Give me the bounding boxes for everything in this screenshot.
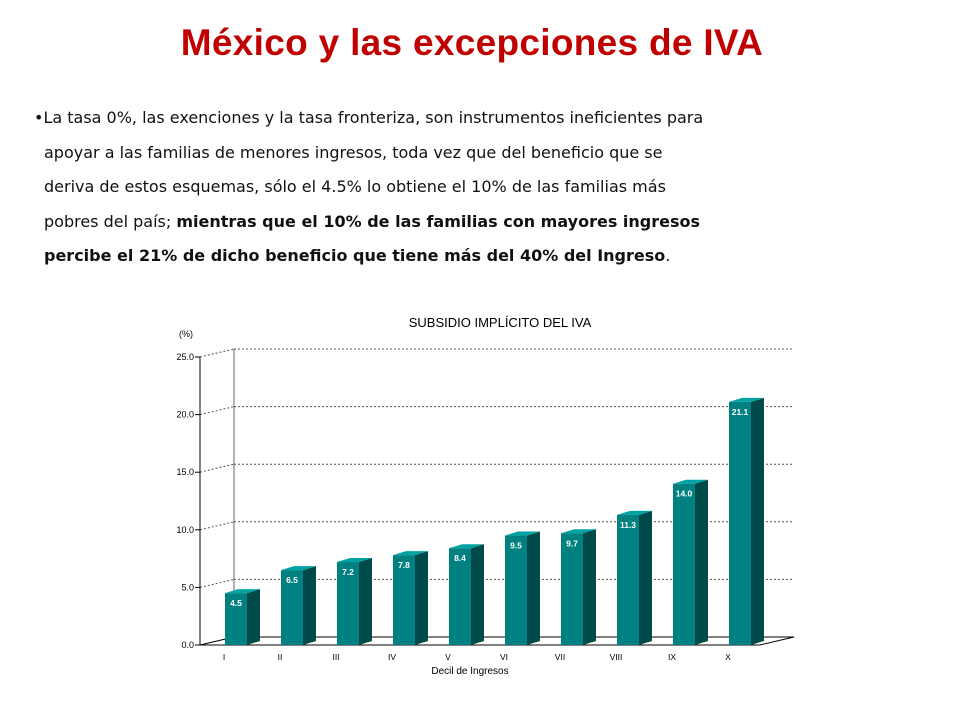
bar-front bbox=[617, 514, 639, 645]
bar-value-label: 11.3 bbox=[620, 520, 636, 530]
bar-I: 4.5 bbox=[225, 589, 260, 645]
bar-front bbox=[393, 555, 415, 645]
bullet-emphasis-1: mientras que el 10% de las familias con … bbox=[176, 211, 701, 231]
bar-top bbox=[729, 397, 764, 402]
bar-top bbox=[225, 589, 260, 594]
bullet-line-3: deriva de estos esquemas, sólo el 4.5% l… bbox=[44, 177, 666, 196]
bar-top bbox=[393, 551, 428, 556]
ticks-layer: 0.05.010.015.020.025.0I II III IV V VI VII VIII… bbox=[176, 352, 731, 662]
x-tick-label: I bbox=[223, 652, 225, 662]
bar-top bbox=[281, 566, 316, 571]
gridline-slant bbox=[199, 521, 235, 531]
x-tick-label: VIII bbox=[610, 652, 623, 662]
bar-side bbox=[751, 397, 764, 645]
bar-IX: 14.0 bbox=[673, 479, 708, 645]
gridline-slant bbox=[199, 348, 235, 358]
bar-value-label: 9.7 bbox=[566, 538, 578, 548]
bullet-line-5: percibe el 21% de dicho beneficio que ti… bbox=[44, 246, 671, 265]
y-tick-label: 20.0 bbox=[176, 410, 194, 420]
bar-VIII: 11.3 bbox=[617, 510, 652, 645]
y-tick-label: 5.0 bbox=[181, 582, 194, 592]
bar-front bbox=[729, 401, 751, 645]
bar-side bbox=[247, 589, 260, 645]
y-tick-label: 10.0 bbox=[176, 525, 194, 535]
bar-top bbox=[561, 529, 596, 534]
bar-front bbox=[449, 548, 471, 645]
bar-value-label: 6.5 bbox=[286, 575, 298, 585]
chart-title: SUBSIDIO IMPLÍCITO DEL IVA bbox=[409, 315, 592, 330]
bar-III: 7.2 bbox=[337, 558, 372, 645]
bullet-line-4: pobres del país; mientras que el 10% de … bbox=[44, 211, 701, 231]
bar-side bbox=[639, 510, 652, 645]
x-tick-label: IX bbox=[668, 652, 676, 662]
bar-front bbox=[673, 483, 695, 645]
bar-top bbox=[617, 510, 652, 515]
bar-value-label: 8.4 bbox=[454, 553, 466, 563]
bullet-emphasis-2: percibe el 21% de dicho beneficio que ti… bbox=[44, 246, 666, 265]
bar-value-label: 7.8 bbox=[398, 560, 410, 570]
y-tick-label: 0.0 bbox=[181, 640, 194, 650]
bar-value-label: 14.0 bbox=[676, 489, 693, 499]
x-tick-label: V bbox=[445, 652, 451, 662]
x-tick-label: VII bbox=[555, 652, 565, 662]
gridline-slant bbox=[199, 406, 235, 416]
bar-IV: 7.8 bbox=[393, 551, 428, 645]
bar-value-label: 21.1 bbox=[732, 407, 749, 417]
bar-side bbox=[303, 566, 316, 645]
bar-VI: 9.5 bbox=[505, 531, 540, 645]
bar-X: 21.1 bbox=[729, 397, 764, 645]
x-tick-label: IV bbox=[388, 652, 396, 662]
bar-VII: 9.7 bbox=[561, 529, 596, 645]
bar-side bbox=[471, 544, 484, 645]
bullet-marker: • bbox=[34, 108, 44, 127]
bullet-line-2: apoyar a las familias de menores ingreso… bbox=[44, 142, 663, 162]
y-axis-label: (%) bbox=[179, 329, 193, 339]
bar-front bbox=[337, 562, 359, 645]
bars-layer: 4.5 6.5 7.2 7.8 8.4 9.5 9.7 11.3 14.0 21.1 bbox=[225, 397, 764, 645]
bullet-paragraph: •La tasa 0%, las exenciones y la tasa fr… bbox=[34, 101, 874, 274]
x-tick-label: X bbox=[725, 652, 731, 662]
slide-title: México y las excepciones de IVA bbox=[180, 22, 764, 63]
y-tick-label: 15.0 bbox=[176, 467, 194, 477]
bar-top bbox=[337, 558, 372, 563]
bar-II: 6.5 bbox=[281, 566, 316, 645]
bar-V: 8.4 bbox=[449, 544, 484, 645]
gridline-slant bbox=[199, 463, 235, 473]
bar-top bbox=[449, 544, 484, 549]
bar-front bbox=[561, 533, 583, 645]
bar-side bbox=[695, 479, 708, 645]
bar-side bbox=[415, 551, 428, 645]
bullet-line-1: •La tasa 0%, las exenciones y la tasa fr… bbox=[34, 108, 704, 127]
y-tick-label: 25.0 bbox=[176, 352, 194, 362]
gridline-slant bbox=[199, 578, 235, 588]
x-tick-label: II bbox=[278, 652, 283, 662]
x-tick-label: III bbox=[332, 652, 339, 662]
bar-top bbox=[505, 531, 540, 536]
bar-value-label: 4.5 bbox=[230, 598, 242, 608]
bar-side bbox=[583, 529, 596, 645]
bar-front bbox=[505, 535, 527, 645]
bar-side bbox=[359, 558, 372, 645]
bar-value-label: 7.2 bbox=[342, 567, 354, 577]
bar-front bbox=[281, 570, 303, 645]
bar-value-label: 9.5 bbox=[510, 541, 522, 551]
bar-top bbox=[673, 479, 708, 484]
x-tick-label: VI bbox=[500, 652, 508, 662]
bar-front bbox=[225, 593, 247, 645]
bar-side bbox=[527, 531, 540, 645]
x-axis-label: Decil de Ingresos bbox=[431, 666, 508, 677]
